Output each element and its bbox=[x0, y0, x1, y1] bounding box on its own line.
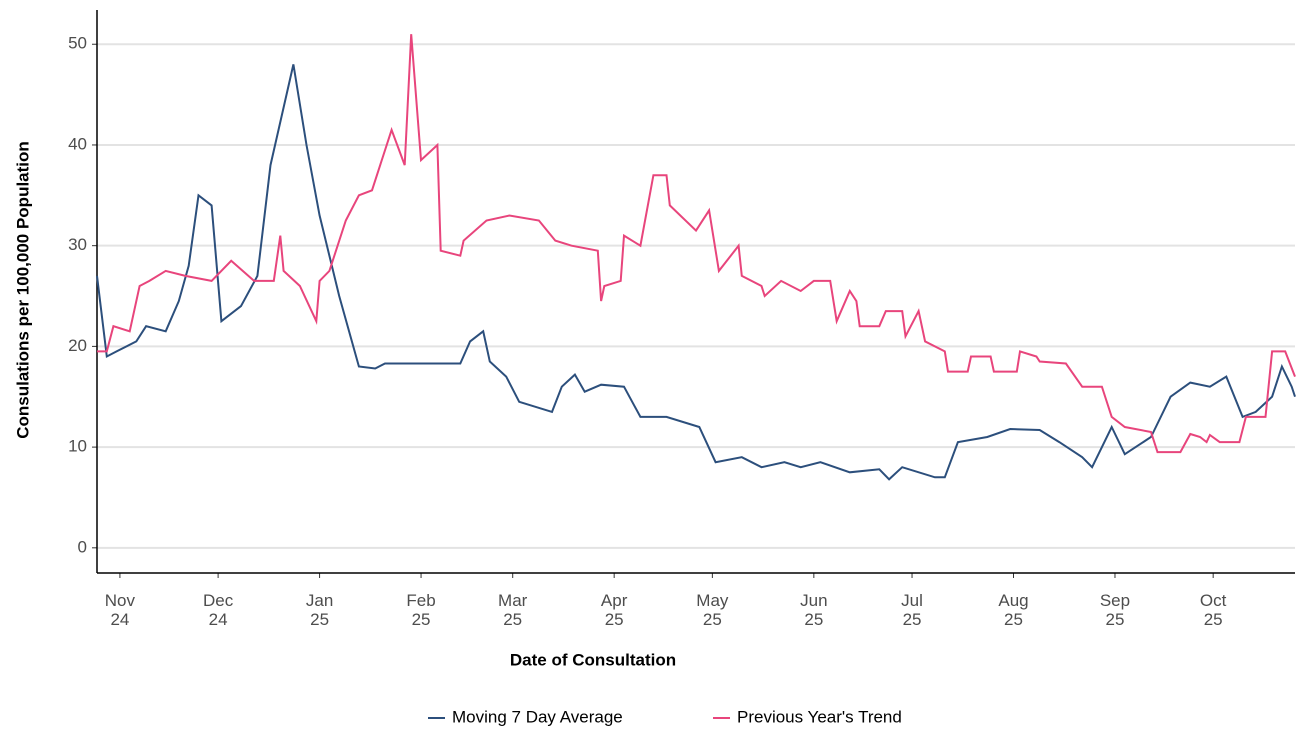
series-line bbox=[97, 34, 1296, 454]
y-tick-label: 0 bbox=[78, 537, 87, 556]
legend-label: Previous Year's Trend bbox=[737, 707, 902, 726]
x-axis-label: Date of Consultation bbox=[510, 650, 676, 669]
series-line bbox=[96, 64, 1296, 481]
y-tick-label: 40 bbox=[68, 134, 87, 153]
x-tick-label: Oct 25 bbox=[1199, 591, 1227, 629]
x-tick-label: Aug 25 bbox=[998, 591, 1029, 629]
x-tick-label: May 25 bbox=[696, 591, 729, 629]
x-tick-label: Nov 24 bbox=[104, 591, 136, 629]
x-tick-label: Dec 24 bbox=[202, 591, 234, 629]
x-tick-label: Apr 25 bbox=[600, 591, 628, 629]
y-axis-label: Consulations per 100,000 Population bbox=[13, 141, 32, 439]
x-tick-label: Feb 25 bbox=[406, 591, 436, 629]
y-tick-label: 30 bbox=[68, 235, 87, 254]
y-tick-label: 10 bbox=[68, 437, 87, 456]
x-tick-label: Jun 25 bbox=[800, 591, 828, 629]
x-tick-label: Jan 25 bbox=[305, 591, 334, 629]
legend-label: Moving 7 Day Average bbox=[452, 707, 623, 726]
x-tick-label: Jul 25 bbox=[901, 591, 923, 629]
y-tick-label: 20 bbox=[68, 336, 87, 355]
x-tick-label: Sep 25 bbox=[1099, 591, 1131, 629]
y-tick-label: 50 bbox=[68, 34, 87, 53]
x-tick-label: Mar 25 bbox=[498, 591, 528, 629]
